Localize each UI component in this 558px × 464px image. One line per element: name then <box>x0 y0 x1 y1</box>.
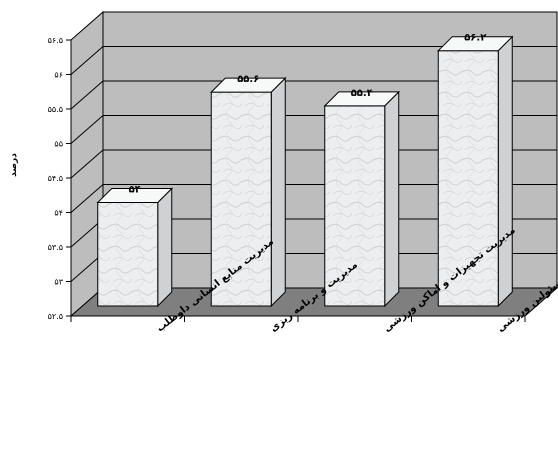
data-label: ۵۶.۲ <box>464 33 486 44</box>
bar-top <box>96 188 173 203</box>
bar <box>437 35 514 308</box>
data-label: ۵۵.۶ <box>237 74 259 85</box>
y-tick-label: ۵۴ <box>54 209 63 218</box>
bar <box>96 187 173 308</box>
data-label: ۵۵.۴ <box>351 88 373 99</box>
bar-front <box>210 91 272 307</box>
y-tick-label: ۵۴.۵ <box>48 174 63 183</box>
y-tick-label: ۵۵.۵ <box>48 105 63 114</box>
gridline <box>70 46 557 75</box>
gridline <box>70 149 557 179</box>
bar <box>323 90 400 308</box>
bar-top <box>323 91 400 107</box>
bar-side <box>384 90 400 308</box>
gridline <box>70 80 557 110</box>
bar-top <box>210 77 287 93</box>
bar-top <box>437 36 514 52</box>
y-tick-label: ۵۵ <box>54 140 63 149</box>
gridline <box>70 115 557 144</box>
bar-side <box>270 76 286 308</box>
y-axis: ۵۲.۵ ۵۳ ۵۳.۵ ۵۴ ۵۴.۵ ۵۵ ۵۵.۵ ۵۶ ۵۶.۵ <box>48 36 71 321</box>
bar-side <box>157 187 173 308</box>
y-tick-label: ۵۶.۵ <box>48 36 63 45</box>
y-tick-label: ۵۳.۵ <box>48 243 63 252</box>
bars: ۵۴ ۵۵.۶ ۵۵.۴ ۵۶.۲ <box>96 33 514 308</box>
y-axis-title: درصد <box>9 153 19 177</box>
y-tick-label: ۵۲.۵ <box>48 312 63 321</box>
y-tick-label: ۵۶ <box>54 71 63 80</box>
y-tick-label: ۵۳ <box>54 278 63 287</box>
bar-side <box>497 35 513 308</box>
bar-front <box>437 50 499 307</box>
gridline <box>70 184 557 213</box>
bar <box>210 76 287 308</box>
bar-front <box>97 202 159 307</box>
data-label: ۵۴ <box>129 185 141 196</box>
